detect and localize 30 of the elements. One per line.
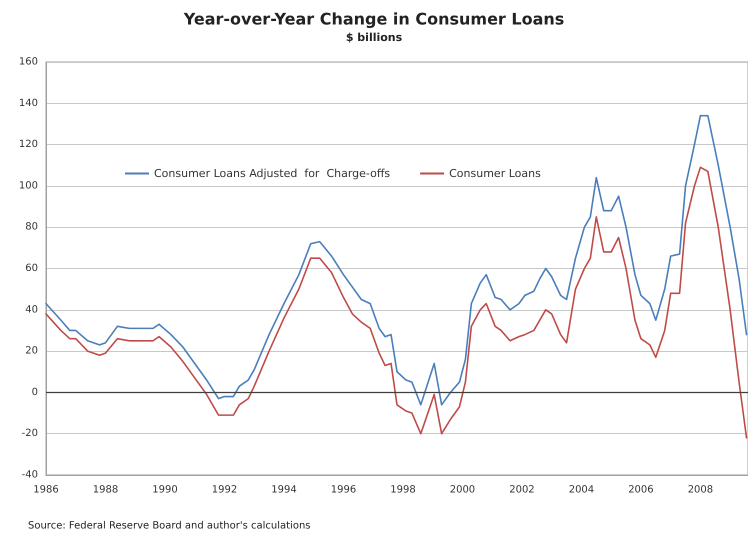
- y-tick-label: 160: [18, 56, 38, 68]
- y-tick-label: 80: [25, 222, 38, 233]
- y-tick-label: 120: [18, 139, 38, 150]
- x-tick-label: 1992: [212, 484, 238, 496]
- y-tick-label: 140: [18, 98, 38, 109]
- source-note: Source: Federal Reserve Board and author's calculations: [28, 520, 310, 532]
- x-tick-label: 1988: [92, 484, 118, 496]
- line-series: [45, 114, 748, 406]
- x-tick-label: 2006: [628, 484, 654, 496]
- x-tick-label: 2002: [509, 484, 535, 496]
- x-tick-label: 1998: [390, 484, 416, 496]
- legend-label: Consumer Loans: [449, 167, 542, 180]
- y-tick-label: 0: [32, 386, 38, 398]
- x-tick-label: 1996: [330, 484, 356, 496]
- y-tick-label: 20: [25, 346, 38, 357]
- x-tick-label: 2008: [688, 484, 714, 496]
- legend-label: Consumer Loans Adjusted for Charge-offs: [154, 167, 390, 180]
- y-tick-label: -40: [22, 470, 38, 480]
- chart-title: Year-over-Year Change in Consumer Loans: [182, 10, 564, 28]
- chart-subtitle: $ billions: [346, 31, 403, 44]
- x-tick-label: 2004: [568, 484, 594, 496]
- x-tick-label: 1986: [33, 484, 59, 496]
- x-tick-label: 1990: [152, 484, 178, 496]
- x-tick-label: 1994: [271, 484, 297, 496]
- y-tick-label: 100: [18, 180, 38, 192]
- line-series: [45, 166, 748, 439]
- y-tick-label: -20: [22, 428, 38, 440]
- y-tick-label: 40: [25, 304, 38, 316]
- x-tick-label: 2000: [450, 484, 476, 496]
- y-tick-label: 60: [25, 263, 38, 274]
